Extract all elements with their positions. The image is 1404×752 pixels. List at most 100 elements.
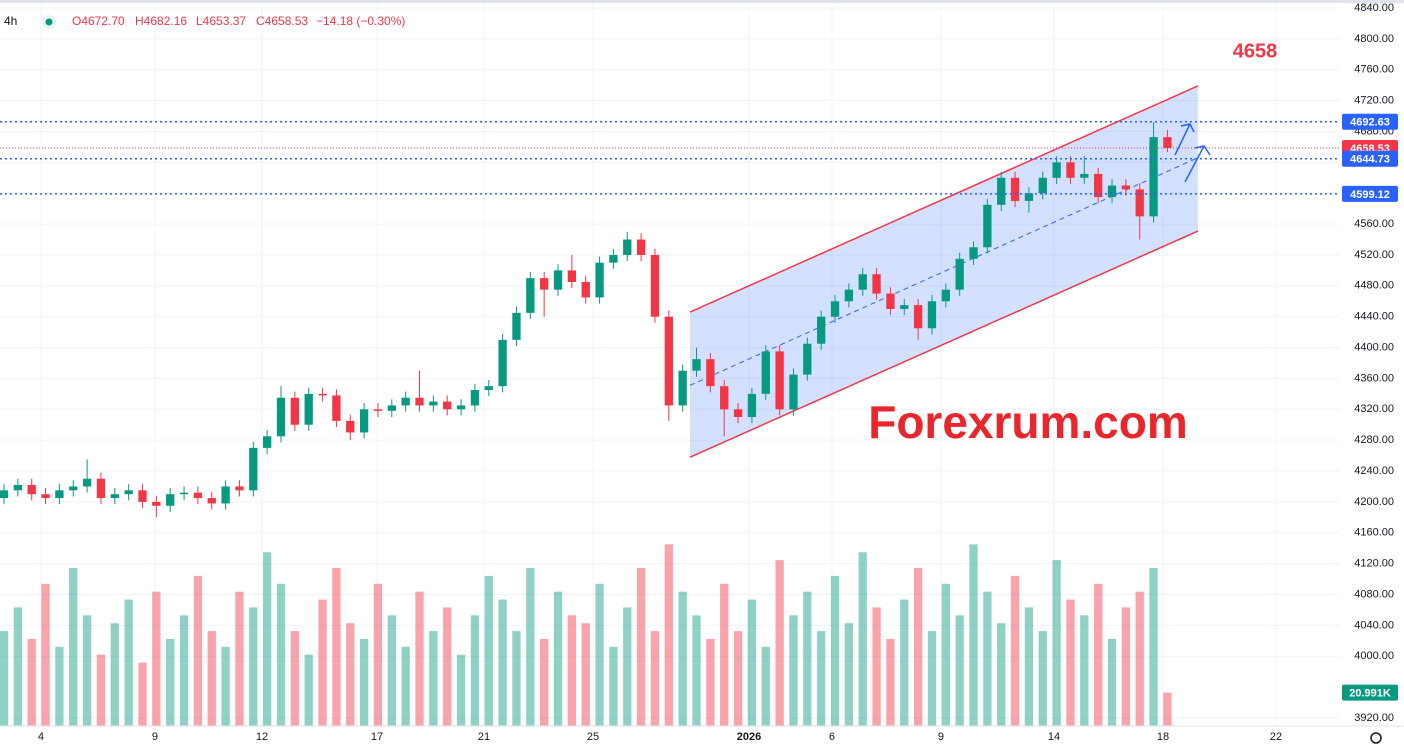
x-tick-label: 4 [38,731,44,743]
volume-bar [1135,591,1144,726]
volume-badge [1342,684,1398,701]
candle-body [138,490,147,502]
volume-bar [263,552,272,726]
y-tick-label: 4560.00 [1354,218,1394,230]
volume-bar [387,615,396,726]
volume-bar [179,615,189,726]
volume-bar [152,591,161,726]
settings-icon[interactable] [1370,732,1382,744]
volume-bar [484,575,493,726]
candle-body [1010,177,1020,201]
price-badge-label: 4692.63 [1350,117,1390,129]
ohlc-high: H4682.16 [135,14,187,28]
y-tick-label: 4480.00 [1354,280,1394,292]
volume-bar [623,607,632,726]
y-tick-label: 4360.00 [1354,372,1394,384]
x-tick-label: 17 [371,731,383,743]
volume-bar [636,568,646,726]
x-tick-label: 9 [152,731,158,743]
volume-bar [346,623,355,726]
volume-bar [692,615,701,726]
volume-bar [110,623,119,726]
candle-body [235,486,244,491]
volume-bar [1024,607,1034,726]
candle-body [373,409,383,411]
y-tick-label: 4320.00 [1354,403,1394,415]
candle-body [456,405,466,410]
candle-body [484,386,493,391]
ohlc-change: −14.18 (−0.30%) [316,14,405,28]
volume-bar [650,631,660,726]
volume-bar [955,615,964,726]
volume-bar [858,552,867,726]
volume-bar [82,615,92,726]
volume-bar [318,599,327,726]
volume-bar [1010,575,1020,726]
volume-bar [747,599,757,726]
candle-body [179,492,189,495]
candle-body [1066,162,1075,178]
x-tick-label: 2026 [737,731,761,743]
volume-bar [27,638,36,726]
status-dot [45,18,53,26]
volume-bar [1163,692,1172,726]
volume-bar [41,583,50,726]
volume-bar [927,631,937,726]
y-tick-label: 4200.00 [1354,496,1394,508]
candle-body [152,501,161,506]
candle-body [263,436,272,448]
candle-body [0,490,9,499]
candle-body [941,289,950,302]
volume-bar [803,591,812,726]
volume-bar [1094,583,1103,726]
x-tick-label: 18 [1157,731,1169,743]
candle-body [124,490,133,495]
volume-bar [193,575,203,726]
candle-body [429,401,438,406]
volume-layer [0,544,1172,726]
candle-body [82,478,92,487]
volume-bar [540,638,549,726]
y-tick-label: 3920.00 [1354,712,1394,724]
candle-body [720,386,729,410]
candle-body [747,393,757,418]
candle-body [13,484,23,491]
candle-body [415,397,424,406]
top-border [0,0,1404,3]
candle-body [27,484,36,495]
volume-bar [913,568,923,726]
x-tick-label: 6 [829,731,835,743]
candle-body [69,486,78,491]
volume-bar [207,631,216,726]
candle-body [706,359,715,387]
price-annotation: 4658 [1233,40,1278,62]
y-tick-label: 4120.00 [1354,558,1394,570]
candle-body [193,492,203,499]
volume-bar [969,544,978,726]
price-badge-label: 4644.73 [1350,154,1390,166]
candle-body [221,486,230,504]
candle-body [526,278,535,313]
candle-body [110,494,119,499]
candle-body [512,312,521,340]
volume-bar [96,654,106,726]
hand-drawn-arrows [1174,123,1211,183]
candle-body [401,397,410,406]
volume-bar [429,631,438,726]
volume-bar [498,599,507,726]
y-tick-label: 4400.00 [1354,341,1394,353]
volume-bar [1149,568,1158,726]
volume-bar [1066,599,1075,726]
volume-bar [609,646,618,726]
candle-body [359,409,369,433]
y-tick-label: 4240.00 [1354,465,1394,477]
y-tick-label: 4280.00 [1354,434,1394,446]
volume-bar [830,575,840,726]
volume-bar [290,631,300,726]
volume-bar [401,646,410,726]
channel-upper [689,85,1199,313]
volume-bar [983,591,992,726]
volume-bar [415,591,424,726]
volume-bar [872,607,881,726]
x-tick-label: 22 [1270,731,1282,743]
